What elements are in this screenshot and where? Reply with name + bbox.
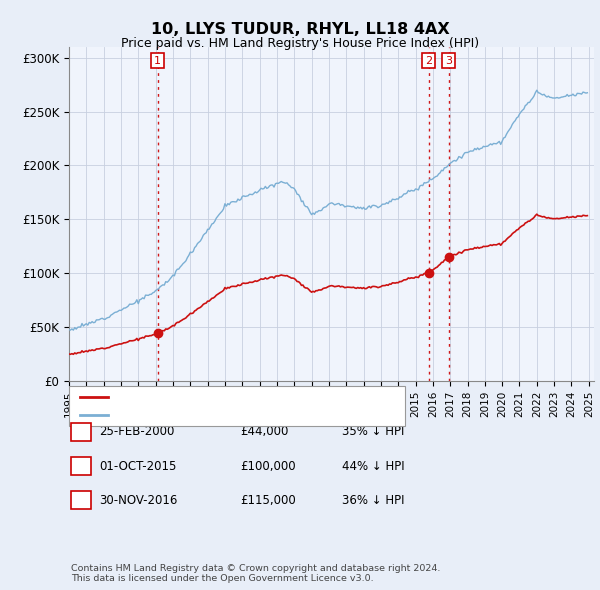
Text: 1: 1 — [154, 55, 161, 65]
Text: 10, LLYS TUDUR, RHYL, LL18 4AX (detached house): 10, LLYS TUDUR, RHYL, LL18 4AX (detached… — [115, 392, 396, 402]
Text: 2: 2 — [425, 55, 432, 65]
Text: 30-NOV-2016: 30-NOV-2016 — [99, 494, 178, 507]
Text: 1: 1 — [77, 425, 85, 438]
Text: 36% ↓ HPI: 36% ↓ HPI — [342, 494, 404, 507]
Text: 3: 3 — [77, 494, 85, 507]
Text: 44% ↓ HPI: 44% ↓ HPI — [342, 460, 404, 473]
Text: 01-OCT-2015: 01-OCT-2015 — [99, 460, 176, 473]
Text: £44,000: £44,000 — [240, 425, 289, 438]
Text: 10, LLYS TUDUR, RHYL, LL18 4AX: 10, LLYS TUDUR, RHYL, LL18 4AX — [151, 22, 449, 37]
Text: 2: 2 — [77, 460, 85, 473]
Text: £115,000: £115,000 — [240, 494, 296, 507]
Text: HPI: Average price, detached house, Denbighshire: HPI: Average price, detached house, Denb… — [115, 410, 390, 420]
Text: 35% ↓ HPI: 35% ↓ HPI — [342, 425, 404, 438]
Text: 25-FEB-2000: 25-FEB-2000 — [99, 425, 175, 438]
Text: Contains HM Land Registry data © Crown copyright and database right 2024.
This d: Contains HM Land Registry data © Crown c… — [71, 563, 440, 583]
Text: Price paid vs. HM Land Registry's House Price Index (HPI): Price paid vs. HM Land Registry's House … — [121, 37, 479, 50]
Text: £100,000: £100,000 — [240, 460, 296, 473]
Text: 3: 3 — [445, 55, 452, 65]
